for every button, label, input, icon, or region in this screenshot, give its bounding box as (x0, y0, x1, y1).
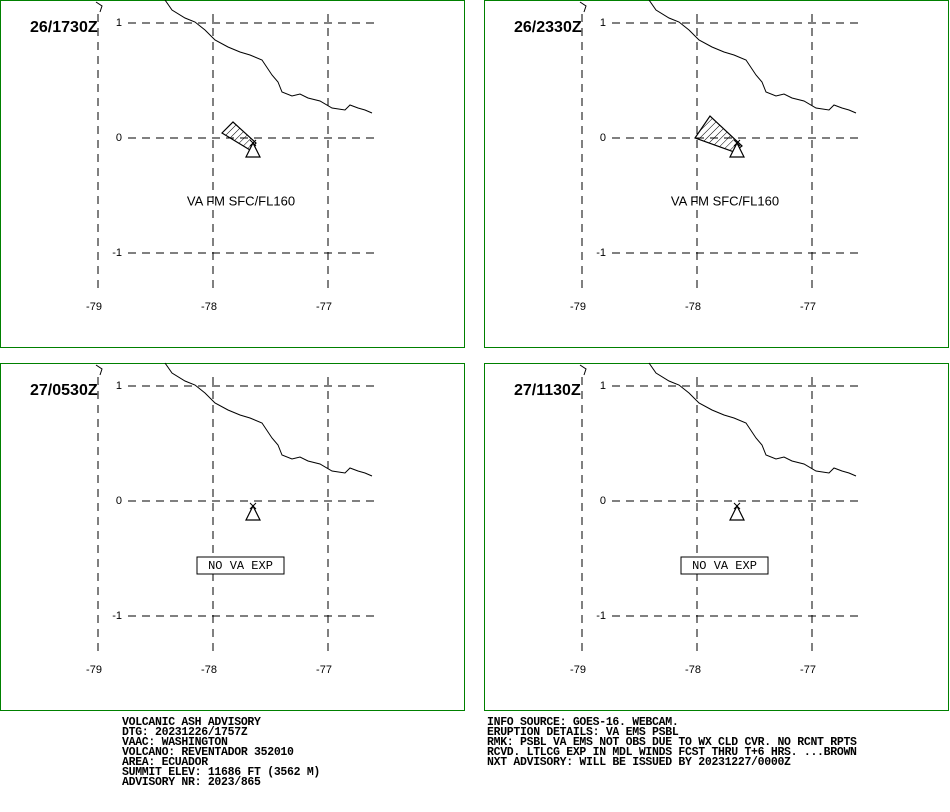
volcano-symbol (245, 141, 261, 158)
advisory-line: INFO SOURCE: GOES-16. WEBCAM. (487, 716, 678, 729)
ash-label: NO VA EXP (208, 559, 273, 573)
volcano-vent (733, 139, 741, 147)
volcano-vent (249, 139, 257, 147)
lon-label: -78 (201, 301, 217, 313)
volcano-symbol (729, 141, 745, 158)
coastline (164, 0, 373, 114)
advisory-line: VOLCANIC ASH ADVISORY (122, 716, 261, 729)
lon-label: -78 (685, 664, 701, 676)
advisory-line: NXT ADVISORY: WILL BE ISSUED BY 20231227… (487, 756, 791, 769)
volcano-symbol (729, 504, 745, 521)
lon-label: -77 (316, 301, 332, 313)
coastline (648, 0, 857, 114)
ash-label: VA FM SFC/FL160 (671, 193, 779, 208)
lat-label: -1 (596, 610, 606, 622)
lat-label: 1 (116, 380, 122, 392)
valid-time: 27/0530Z (30, 382, 98, 399)
label-box (680, 556, 769, 575)
advisory-line: ADVISORY NR: 2023/865 (122, 776, 261, 789)
ash-cloud (694, 115, 743, 153)
lat-label: -1 (596, 247, 606, 259)
coast-fragment (579, 1, 587, 13)
valid-time: 26/1730Z (30, 19, 98, 36)
advisory-line: DTG: 20231226/1757Z (122, 726, 248, 739)
volcano-symbol (245, 504, 261, 521)
panel-border (0, 363, 465, 711)
panel-border (484, 0, 949, 348)
lon-label: -77 (800, 664, 816, 676)
lon-label: -77 (800, 301, 816, 313)
panel-border (484, 363, 949, 711)
lon-label: -79 (570, 301, 586, 313)
valid-time: 26/2330Z (514, 19, 582, 36)
lat-label: -1 (112, 247, 122, 259)
panel-border (0, 0, 465, 348)
lon-label: -78 (685, 301, 701, 313)
lat-label: 1 (116, 17, 122, 29)
label-box (196, 556, 285, 575)
advisory-line: VOLCANO: REVENTADOR 352010 (122, 746, 294, 759)
lat-label: 1 (600, 17, 606, 29)
advisory-line: AREA: ECUADOR (122, 756, 208, 769)
volcano-vent (733, 502, 741, 510)
advisory-line: ERUPTION DETAILS: VA EMS PSBL (487, 726, 679, 739)
coast-fragment (95, 1, 103, 13)
ash-label: NO VA EXP (692, 559, 757, 573)
lat-label: 0 (116, 132, 122, 144)
map-panel: 1 0 -1 -79 -78 -77 26/2330Z VA FM SFC/FL160 (484, 0, 949, 348)
map-panel: 1 0 -1 -79 -78 -77 27/1130Z NO VA EXP (484, 362, 949, 711)
lon-label: -78 (201, 664, 217, 676)
advisory-line: SUMMIT ELEV: 11686 FT (3562 M) (122, 766, 320, 779)
lat-label: -1 (112, 610, 122, 622)
valid-time: 27/1130Z (514, 382, 581, 399)
lat-label: 0 (600, 132, 606, 144)
lat-label: 0 (600, 495, 606, 507)
lat-label: 1 (600, 380, 606, 392)
coastline (648, 362, 857, 477)
advisory-line: RCVD. LTLCG EXP IN MDL WINDS FCST THRU T… (487, 746, 857, 759)
advisory-line: RMK: PSBL VA EMS NOT OBS DUE TO WX CLD C… (487, 736, 857, 749)
coastline (164, 362, 373, 477)
coast-fragment (579, 364, 587, 376)
ash-cloud (221, 121, 257, 151)
map-panel: 1 0 -1 -79 -78 -77 27/0530Z NO VA EXP (0, 362, 465, 711)
lon-label: -79 (86, 664, 102, 676)
lon-label: -79 (570, 664, 586, 676)
coast-fragment (95, 364, 103, 376)
ash-label: VA FM SFC/FL160 (187, 193, 295, 208)
advisory-line: VAAC: WASHINGTON (122, 736, 228, 749)
map-panel: 1 0 -1 -79 -78 -77 26/1730Z VA FM SFC/FL160 (0, 0, 465, 348)
lat-label: 0 (116, 495, 122, 507)
lon-label: -77 (316, 664, 332, 676)
lon-label: -79 (86, 301, 102, 313)
volcano-vent (249, 502, 257, 510)
